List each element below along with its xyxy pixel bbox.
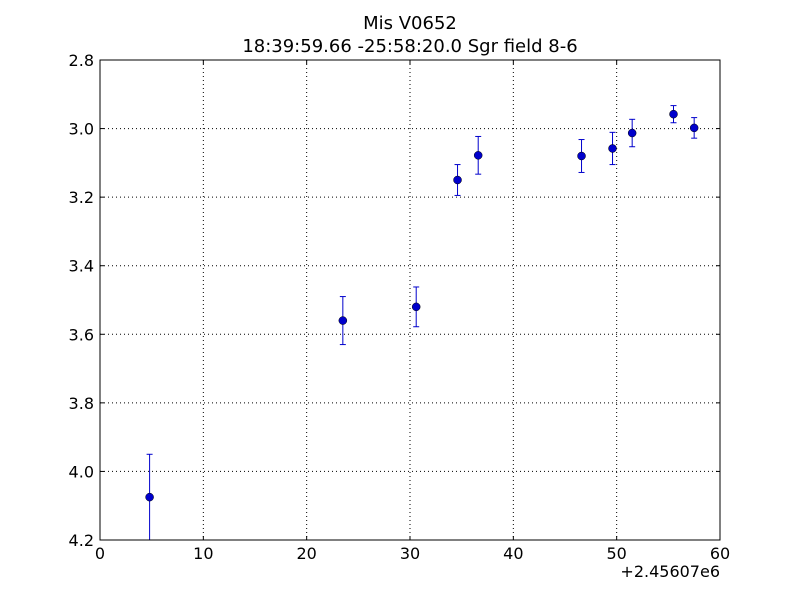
- tick-layer: 0 10 20 30 40 50 60 2.8 3.0 3.2 3.4 3.6 3.8 4.0 4.2: [69, 51, 731, 563]
- y-tick-label: 4.0: [69, 462, 94, 481]
- y-tick-label: 3.6: [69, 325, 94, 344]
- chart-subtitle: 18:39:59.66 -25:58:20.0 Sgr field 8-6: [242, 36, 577, 57]
- grid-layer: [100, 60, 720, 540]
- x-axis-offset-label: +2.45607e6: [620, 562, 720, 581]
- y-tick-label: 4.2: [69, 531, 94, 550]
- data-point: [669, 109, 678, 119]
- data-point: [577, 151, 586, 161]
- data-point: [627, 128, 637, 138]
- y-tick-label: 2.8: [69, 51, 94, 70]
- chart-title: Mis V0652: [363, 13, 457, 34]
- data-point: [338, 316, 348, 325]
- data-point: [473, 151, 483, 160]
- x-tick-label: 0: [95, 544, 105, 563]
- x-tick-label: 40: [503, 544, 523, 563]
- x-tick-label: 20: [296, 544, 316, 563]
- y-tick-label: 3.4: [69, 257, 94, 276]
- x-tick-label: 30: [400, 544, 420, 563]
- data-point: [608, 144, 617, 153]
- x-tick-label: 60: [710, 544, 730, 563]
- plot-area-frame: [99, 59, 721, 541]
- y-tick-label: 3.8: [69, 394, 94, 413]
- data-point: [453, 175, 462, 185]
- y-tick-label: 3.0: [69, 120, 94, 139]
- x-tick-label: 10: [193, 544, 213, 563]
- x-tick-label: 50: [606, 544, 626, 563]
- y-tick-label: 3.2: [69, 188, 94, 207]
- data-point: [689, 123, 699, 133]
- data-point: [411, 302, 421, 312]
- data-point: [145, 492, 154, 502]
- data-layer: [145, 105, 699, 541]
